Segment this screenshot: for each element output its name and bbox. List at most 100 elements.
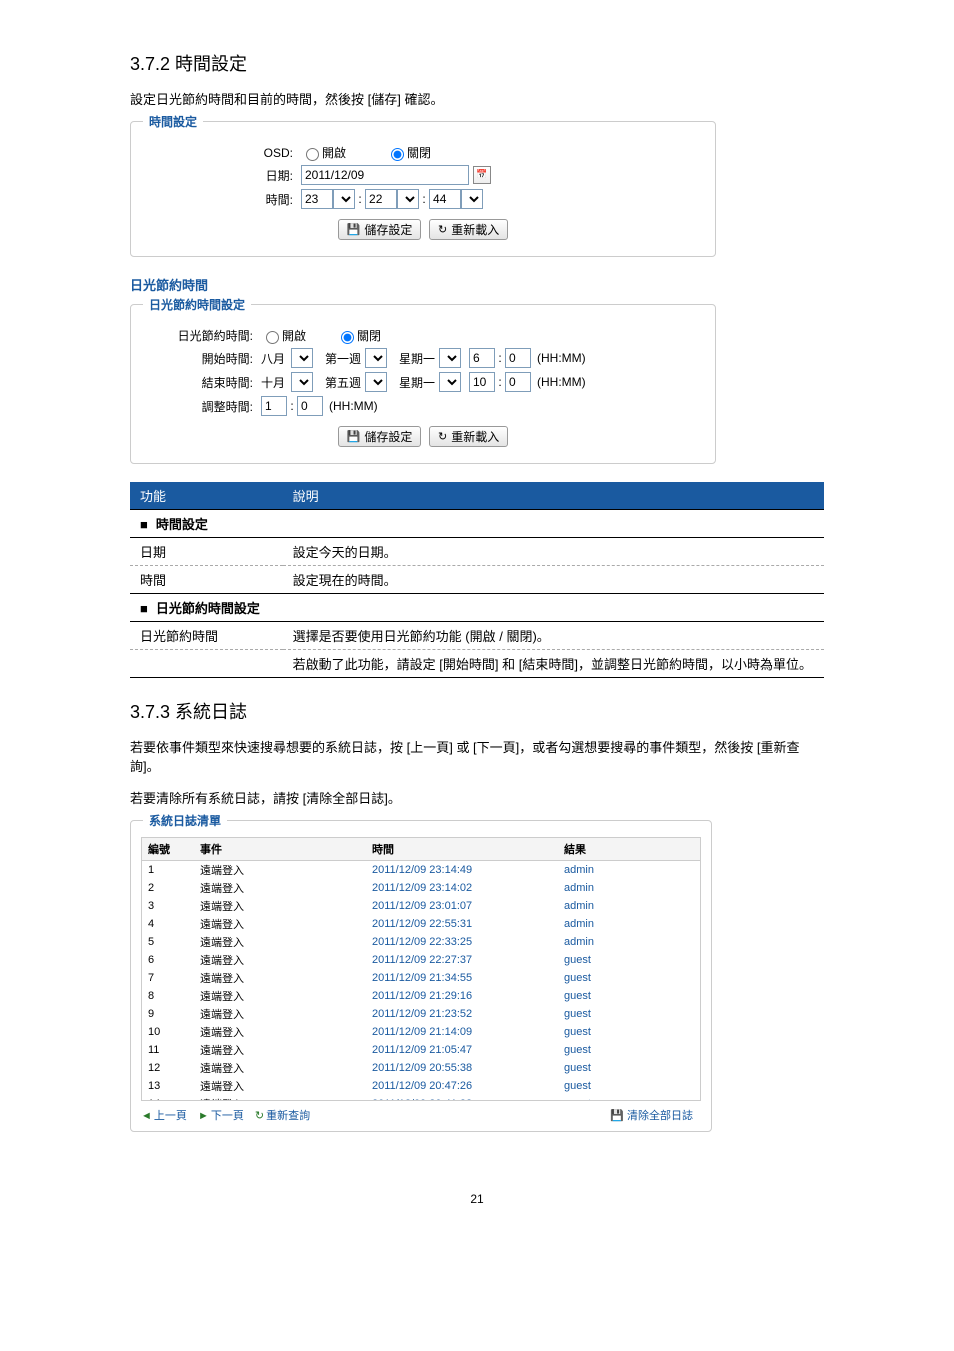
calendar-icon[interactable]: 📅 bbox=[473, 166, 491, 184]
col-function: 功能 bbox=[130, 482, 283, 510]
heading-373: 3.7.3 系統日誌 bbox=[130, 698, 824, 724]
save-icon: 💾 bbox=[347, 430, 361, 443]
save-button[interactable]: 💾儲存設定 bbox=[338, 219, 422, 240]
dst-on-text: 開啟 bbox=[282, 327, 306, 344]
end-month-select[interactable] bbox=[291, 372, 313, 392]
log-row: 8遠端登入2011/12/09 21:29:16guest bbox=[142, 987, 700, 1005]
adjust-label: 調整時間: bbox=[143, 398, 253, 415]
reload-icon: ↻ bbox=[438, 223, 447, 236]
log-row: 6遠端登入2011/12/09 22:27:37guest bbox=[142, 951, 700, 969]
time-settings-panel: 時間設定 OSD: 開啟 關閉 日期: 📅 時間: : : 💾儲存設定 ↻重新載… bbox=[130, 121, 716, 257]
log-row: 5遠端登入2011/12/09 22:33:25admin bbox=[142, 933, 700, 951]
time-panel-title: 時間設定 bbox=[143, 113, 203, 130]
end-month: 十月 bbox=[261, 374, 291, 391]
hh-select[interactable] bbox=[333, 189, 355, 209]
col-event: 事件 bbox=[194, 838, 366, 861]
start-hh[interactable] bbox=[469, 348, 495, 368]
osd-on-text: 開啟 bbox=[322, 144, 346, 161]
reload-label: 重新載入 bbox=[451, 221, 499, 238]
log-scroll[interactable]: 編號 事件 時間 結果 1遠端登入2011/12/09 23:14:49admi… bbox=[141, 837, 701, 1101]
prev-page-link[interactable]: ◄上一頁 bbox=[141, 1110, 187, 1122]
desc-373-1: 若要依事件類型來快速搜尋想要的系統日誌，按 [上一頁] 或 [下一頁]，或者勾選… bbox=[130, 737, 824, 775]
mm-select[interactable] bbox=[397, 189, 419, 209]
start-week-select[interactable] bbox=[365, 348, 387, 368]
log-row: 9遠端登入2011/12/09 21:23:52guest bbox=[142, 1005, 700, 1023]
osd-off-radio[interactable] bbox=[391, 148, 404, 161]
hhmm2: (HH:MM) bbox=[537, 375, 586, 389]
col-desc: 說明 bbox=[283, 482, 824, 510]
time-label: 時間: bbox=[143, 191, 293, 208]
end-label: 結束時間: bbox=[143, 374, 253, 391]
dst-section-title: 日光節約時間 bbox=[130, 275, 824, 294]
time-hh[interactable] bbox=[301, 189, 333, 209]
reload-icon: ↻ bbox=[255, 1110, 264, 1122]
requery-link[interactable]: ↻重新查詢 bbox=[255, 1110, 310, 1122]
r2a: 時間 bbox=[130, 566, 283, 594]
r3b: 選擇是否要使用日光節約功能 (開啟 / 關閉)。 bbox=[283, 622, 824, 650]
sec1: 時間設定 bbox=[156, 517, 208, 532]
dst-off-radio[interactable] bbox=[341, 331, 354, 344]
log-panel-title: 系統日誌清單 bbox=[143, 812, 227, 829]
start-month: 八月 bbox=[261, 350, 291, 367]
desc-373-2: 若要清除所有系統日誌，請按 [清除全部日誌]。 bbox=[130, 788, 824, 807]
heading-372: 3.7.2 時間設定 bbox=[130, 50, 824, 76]
osd-off-text: 關閉 bbox=[407, 144, 431, 161]
dst-panel-title: 日光節約時間設定 bbox=[143, 296, 251, 313]
end-dow: 星期一 bbox=[399, 374, 439, 391]
hhmm3: (HH:MM) bbox=[329, 399, 378, 413]
ss-select[interactable] bbox=[461, 189, 483, 209]
description-table: 功能 說明 ■時間設定 日期設定今天的日期。 時間設定現在的時間。 ■日光節約時… bbox=[130, 482, 824, 678]
start-label: 開始時間: bbox=[143, 350, 253, 367]
next-page-link[interactable]: ►下一頁 bbox=[198, 1110, 244, 1122]
time-ss[interactable] bbox=[429, 189, 461, 209]
hhmm1: (HH:MM) bbox=[537, 351, 586, 365]
sec2: 日光節約時間設定 bbox=[156, 601, 260, 616]
requery-label: 重新查詢 bbox=[266, 1110, 310, 1122]
r3a: 日光節約時間 bbox=[130, 622, 283, 650]
log-row: 7遠端登入2011/12/09 21:34:55guest bbox=[142, 969, 700, 987]
start-dow: 星期一 bbox=[399, 350, 439, 367]
save-icon: 💾 bbox=[347, 223, 361, 236]
adjust-h[interactable] bbox=[261, 396, 287, 416]
end-mm[interactable] bbox=[505, 372, 531, 392]
osd-on-radio[interactable] bbox=[306, 148, 319, 161]
dst-reload-button[interactable]: ↻ 重新載入 bbox=[429, 426, 508, 447]
start-month-select[interactable] bbox=[291, 348, 313, 368]
end-dow-select[interactable] bbox=[439, 372, 461, 392]
save-label: 儲存設定 bbox=[364, 221, 412, 238]
clear-all-link[interactable]: 💾 清除全部日誌 bbox=[610, 1110, 693, 1122]
date-input[interactable] bbox=[301, 165, 469, 185]
end-week: 第五週 bbox=[325, 374, 365, 391]
start-mm[interactable] bbox=[505, 348, 531, 368]
log-row: 3遠端登入2011/12/09 23:01:07admin bbox=[142, 897, 700, 915]
col-time: 時間 bbox=[366, 838, 558, 861]
start-week: 第一週 bbox=[325, 350, 365, 367]
log-row: 12遠端登入2011/12/09 20:55:38guest bbox=[142, 1059, 700, 1077]
end-week-select[interactable] bbox=[365, 372, 387, 392]
clear-label: 清除全部日誌 bbox=[627, 1110, 693, 1122]
dst-save-label: 儲存設定 bbox=[364, 428, 412, 445]
r1b: 設定今天的日期。 bbox=[283, 538, 824, 566]
desc-372: 設定日光節約時間和目前的時間，然後按 [儲存] 確認。 bbox=[130, 89, 824, 108]
dst-save-button[interactable]: 💾儲存設定 bbox=[338, 426, 422, 447]
prev-label: 上一頁 bbox=[154, 1110, 187, 1122]
log-row: 10遠端登入2011/12/09 21:14:09guest bbox=[142, 1023, 700, 1041]
col-no: 編號 bbox=[142, 838, 194, 861]
log-row: 2遠端登入2011/12/09 23:14:02admin bbox=[142, 879, 700, 897]
osd-label: OSD: bbox=[143, 146, 293, 160]
time-mm[interactable] bbox=[365, 189, 397, 209]
adjust-m[interactable] bbox=[297, 396, 323, 416]
start-dow-select[interactable] bbox=[439, 348, 461, 368]
log-table: 編號 事件 時間 結果 1遠端登入2011/12/09 23:14:49admi… bbox=[142, 838, 700, 1101]
r4b: 若啟動了此功能，請設定 [開始時間] 和 [結束時間]，並調整日光節約時間，以小… bbox=[283, 650, 824, 678]
save-icon: 💾 bbox=[610, 1110, 624, 1122]
dst-reload-label: 重新載入 bbox=[451, 428, 499, 445]
end-hh[interactable] bbox=[469, 372, 495, 392]
reload-button[interactable]: ↻ 重新載入 bbox=[429, 219, 508, 240]
log-row: 1遠端登入2011/12/09 23:14:49admin bbox=[142, 861, 700, 880]
log-row: 14遠端登入2011/12/09 20:41:38guest bbox=[142, 1095, 700, 1101]
reload-icon: ↻ bbox=[438, 430, 447, 443]
dst-panel: 日光節約時間設定 日光節約時間: 開啟 關閉 開始時間: 八月 第一週 星期一 … bbox=[130, 304, 716, 464]
dst-on-radio[interactable] bbox=[266, 331, 279, 344]
page-number: 21 bbox=[130, 1192, 824, 1206]
